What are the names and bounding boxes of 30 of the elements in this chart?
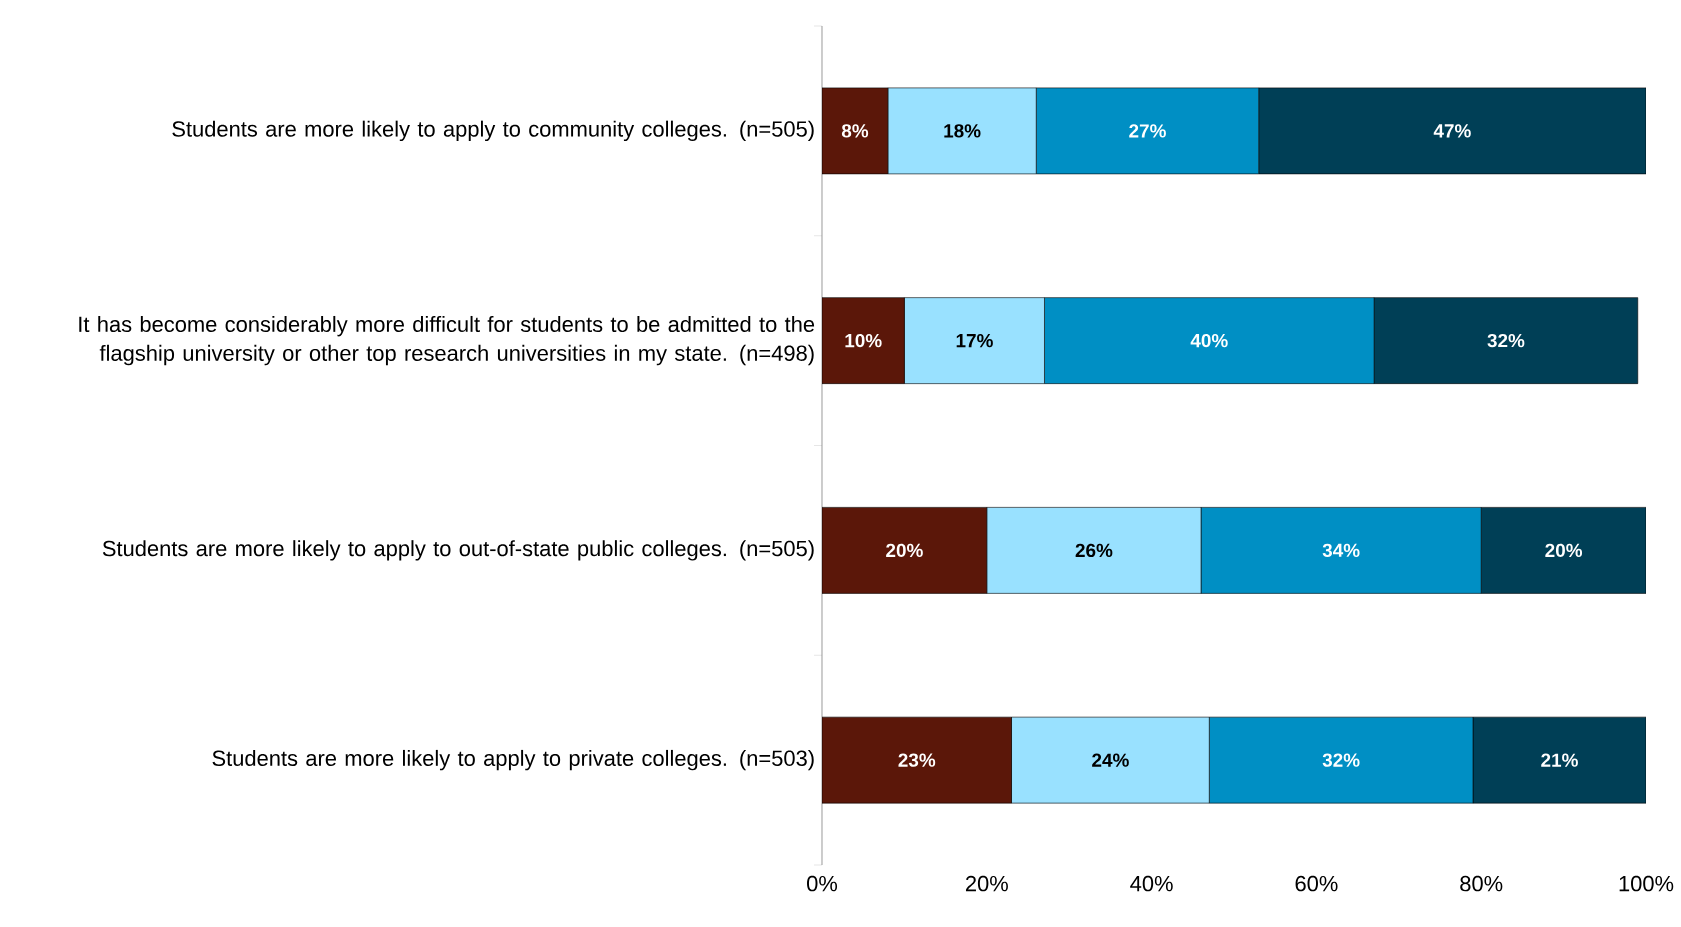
data-label: 21% (1541, 753, 1578, 767)
y-tick-label: Students are more likely to apply to out-of-state public colleges. (n=505) (102, 540, 814, 561)
data-label: 20% (886, 543, 923, 558)
data-label: 8% (841, 124, 869, 138)
data-label: 26% (1075, 543, 1113, 558)
bar (822, 297, 905, 384)
x-tick-label: 80% (1460, 875, 1503, 892)
data-label: 47% (1433, 124, 1471, 138)
data-label: 27% (1129, 124, 1166, 138)
x-tick-label: 20% (965, 875, 1008, 892)
x-tick-label: 40% (1130, 875, 1173, 892)
x-tick-label: 60% (1295, 875, 1338, 892)
x-tick-label: 100% (1619, 875, 1674, 892)
bar (822, 716, 1012, 804)
x-tick-label: 0% (807, 875, 838, 892)
y-tick-label: Students are more likely to apply to community colleges. (n=505) (172, 120, 814, 142)
bar (822, 87, 889, 175)
data-label: 32% (1487, 333, 1525, 348)
data-label: 18% (944, 124, 981, 138)
data-label: 32% (1322, 753, 1360, 767)
data-label: 24% (1092, 753, 1129, 767)
data-label: 40% (1190, 333, 1228, 348)
y-tick-label: It has become considerably more difficult for students to be admitted to the flagship university or other top research universities in my state. (n=498) (79, 315, 815, 366)
data-label: 34% (1322, 543, 1360, 558)
data-label: 10% (845, 333, 882, 348)
data-label: 20% (1545, 543, 1583, 558)
bar (822, 507, 988, 594)
data-label: 17% (956, 333, 993, 348)
data-label: 23% (898, 753, 936, 767)
y-tick-label: Students are more likely to apply to private colleges. (n=503) (212, 749, 814, 771)
